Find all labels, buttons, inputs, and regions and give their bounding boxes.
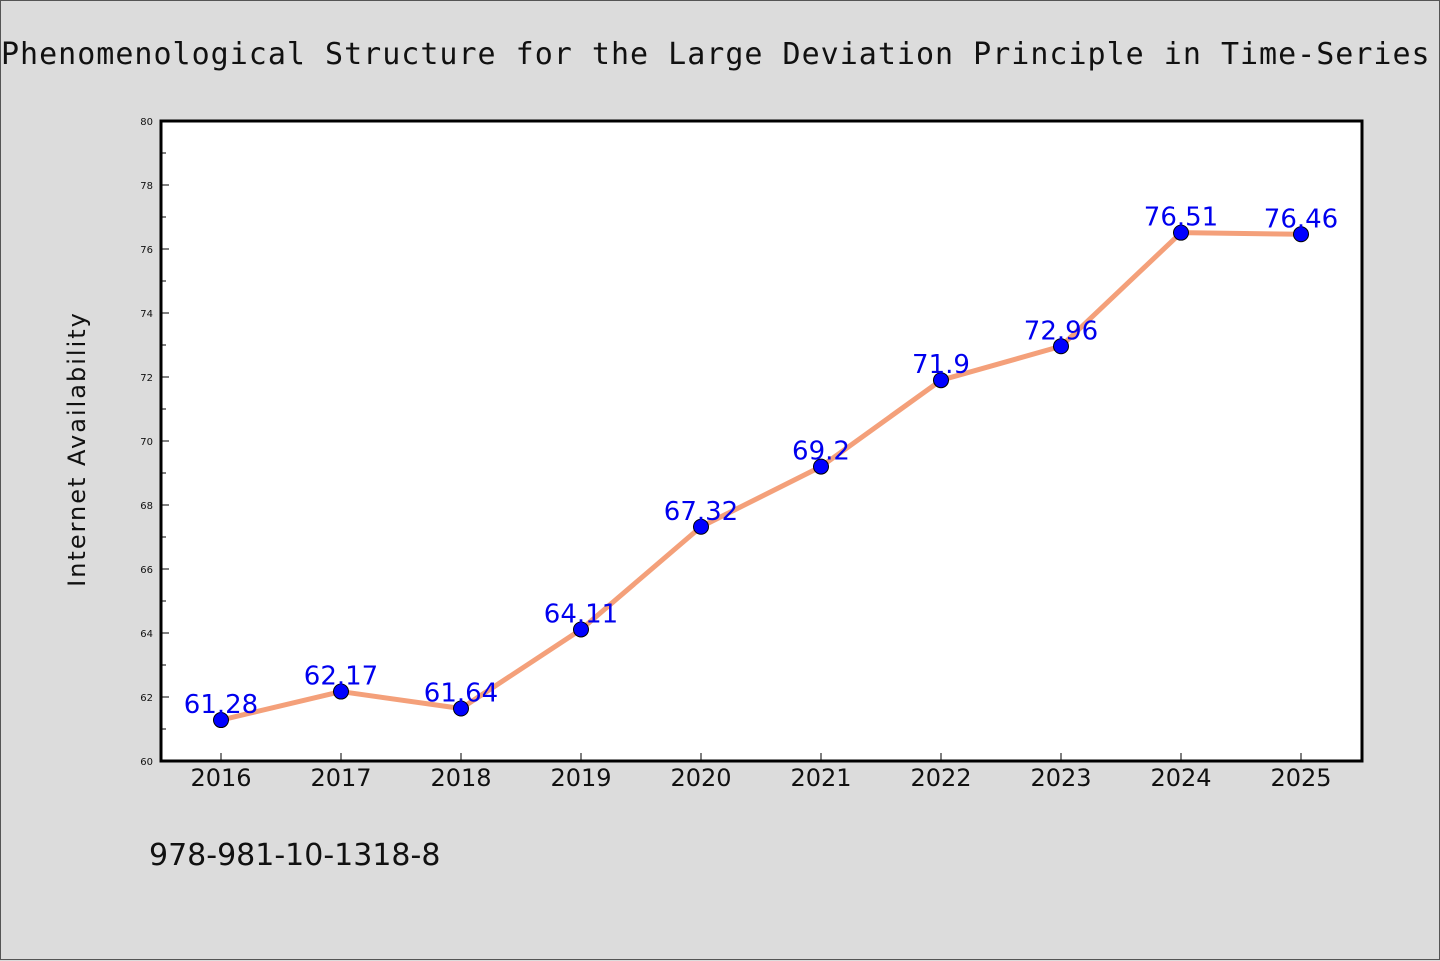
- data-label: 67.32: [664, 497, 738, 527]
- y-tick-label: 60: [140, 757, 153, 768]
- x-tick-label: 2020: [670, 764, 731, 792]
- x-tick-label: 2023: [1030, 764, 1091, 792]
- y-tick-label: 78: [140, 181, 153, 192]
- data-point: [453, 700, 469, 717]
- data-labels-layer: 61.28 62.17 61.64 64.11 67.32 69.2 71.9 72.96 76…: [184, 203, 1338, 720]
- data-label: 62.17: [304, 662, 378, 692]
- y-tick-label: 66: [140, 565, 153, 576]
- series-line: [218, 230, 1304, 723]
- x-tick-label: 2022: [910, 764, 971, 792]
- data-point: [933, 372, 949, 389]
- data-point: [333, 683, 349, 700]
- y-tick-label: 68: [140, 501, 153, 512]
- data-point: [573, 621, 589, 638]
- series-layer: [213, 224, 1309, 729]
- data-point: [813, 458, 829, 475]
- data-point: [1053, 338, 1069, 355]
- data-label: 76.51: [1144, 203, 1218, 233]
- x-axis: 2016 2017 2018 2019 2020 2021 2022 2023 2024 2025: [190, 753, 1332, 792]
- data-point: [1173, 224, 1189, 241]
- y-tick-label: 74: [140, 309, 153, 320]
- data-label: 69.2: [792, 437, 850, 467]
- y-axis-label: Internet Availability: [63, 311, 91, 587]
- y-tick-label: 62: [140, 693, 153, 704]
- data-label: 61.64: [424, 679, 498, 709]
- data-label: 61.28: [184, 690, 258, 720]
- x-tick-label: 2024: [1150, 764, 1211, 792]
- y-axis: 60 62 64 66 68 70 72 74 76 78 80: [140, 117, 169, 768]
- x-tick-label: 2018: [430, 764, 491, 792]
- data-label: 72.96: [1024, 316, 1098, 346]
- plot-area: [159, 119, 1364, 763]
- y-tick-label: 80: [140, 117, 153, 128]
- chart-title: Phenomenological Structure for the Large…: [1, 37, 1440, 72]
- data-label: 64.11: [544, 599, 618, 629]
- y-tick-label: 64: [140, 629, 153, 640]
- data-label: 76.46: [1264, 204, 1338, 234]
- data-point: [693, 518, 709, 535]
- y-tick-label: 70: [140, 437, 153, 448]
- data-point: [1293, 226, 1309, 243]
- x-tick-label: 2021: [790, 764, 851, 792]
- data-label: 71.9: [912, 350, 970, 380]
- y-tick-label: 76: [140, 245, 153, 256]
- data-point: [213, 712, 229, 729]
- x-tick-label: 2016: [190, 764, 251, 792]
- isbn-caption: 978-981-10-1318-8: [149, 838, 440, 873]
- x-tick-label: 2017: [310, 764, 371, 792]
- x-tick-label: 2025: [1270, 764, 1331, 792]
- y-tick-label: 72: [140, 373, 153, 384]
- x-tick-label: 2019: [550, 764, 611, 792]
